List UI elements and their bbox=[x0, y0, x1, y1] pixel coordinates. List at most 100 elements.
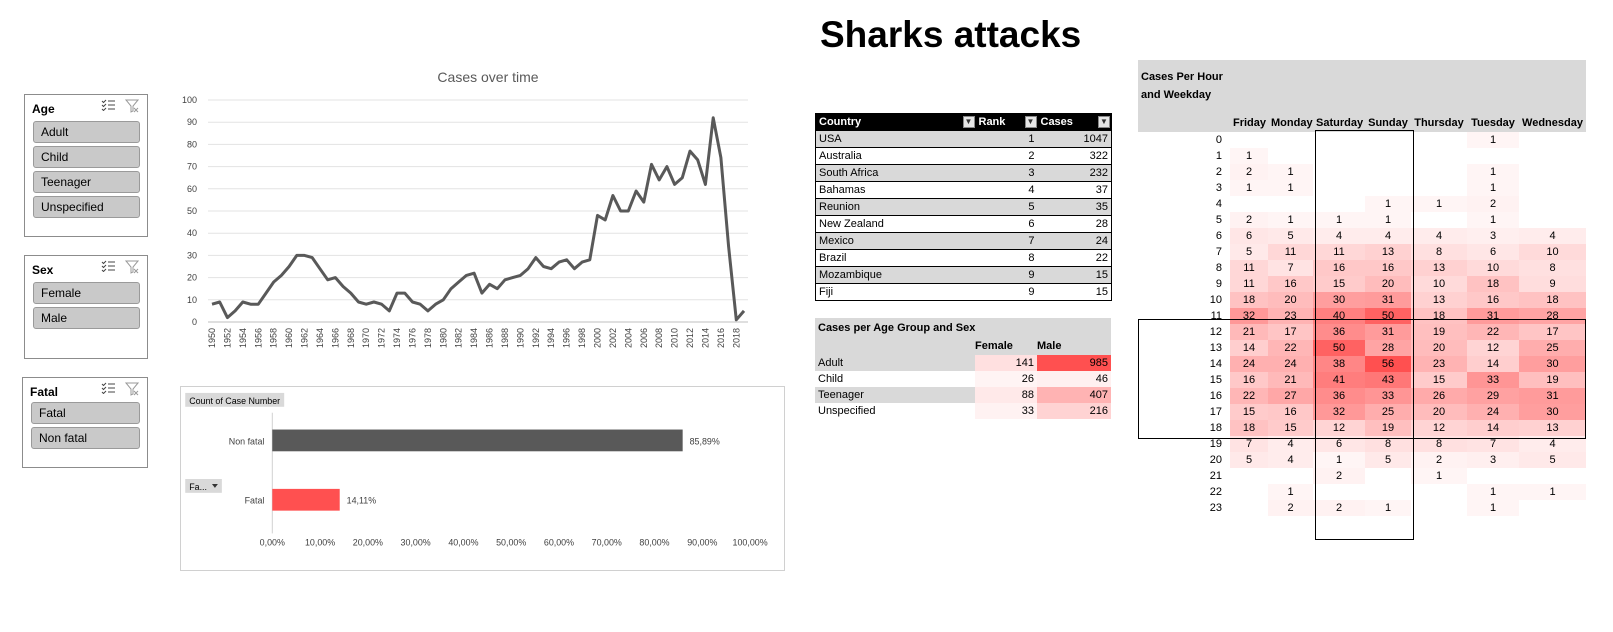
data-point[interactable] bbox=[719, 156, 722, 159]
cases-line-series[interactable] bbox=[211, 116, 746, 322]
data-point[interactable] bbox=[519, 274, 522, 277]
filter-dropdown-icon[interactable]: ▼ bbox=[962, 116, 975, 128]
data-point[interactable] bbox=[226, 316, 229, 319]
data-point[interactable] bbox=[388, 309, 391, 312]
data-point[interactable] bbox=[211, 303, 214, 306]
data-point[interactable] bbox=[357, 301, 360, 304]
data-point[interactable] bbox=[743, 309, 746, 312]
multi-select-icon[interactable] bbox=[101, 260, 115, 272]
data-point[interactable] bbox=[596, 214, 599, 217]
data-point[interactable] bbox=[234, 309, 237, 312]
clear-filter-icon[interactable] bbox=[125, 260, 139, 274]
data-point[interactable] bbox=[288, 265, 291, 268]
data-point[interactable] bbox=[434, 303, 437, 306]
header-country[interactable]: Country ▼ bbox=[815, 113, 976, 131]
data-point[interactable] bbox=[588, 258, 591, 261]
bar[interactable] bbox=[272, 429, 683, 452]
data-point[interactable] bbox=[689, 150, 692, 153]
data-point[interactable] bbox=[681, 176, 684, 179]
data-point[interactable] bbox=[318, 267, 321, 270]
data-point[interactable] bbox=[604, 218, 607, 221]
data-point[interactable] bbox=[542, 265, 545, 268]
data-point[interactable] bbox=[241, 301, 244, 304]
data-point[interactable] bbox=[511, 276, 514, 279]
slicer-item-unspecified[interactable]: Unspecified bbox=[33, 196, 140, 218]
data-point[interactable] bbox=[557, 261, 560, 264]
data-point[interactable] bbox=[264, 292, 267, 295]
field-button[interactable] bbox=[185, 392, 285, 407]
data-point[interactable] bbox=[665, 165, 668, 168]
slicer-item-male[interactable]: Male bbox=[33, 307, 140, 329]
data-point[interactable] bbox=[342, 285, 345, 288]
data-point[interactable] bbox=[696, 158, 699, 161]
data-point[interactable] bbox=[565, 258, 568, 261]
slicer-item-teenager[interactable]: Teenager bbox=[33, 171, 140, 193]
clear-filter-icon[interactable] bbox=[125, 99, 139, 113]
data-point[interactable] bbox=[473, 272, 476, 275]
filter-dropdown-icon[interactable]: ▼ bbox=[1098, 116, 1110, 128]
bar[interactable] bbox=[272, 488, 340, 511]
data-point[interactable] bbox=[727, 245, 730, 248]
filter-button[interactable] bbox=[185, 478, 222, 493]
data-point[interactable] bbox=[411, 301, 414, 304]
data-point[interactable] bbox=[311, 256, 314, 259]
data-point[interactable] bbox=[450, 287, 453, 290]
filter-button-label: Fa... bbox=[189, 482, 207, 492]
slicer-item-female[interactable]: Female bbox=[33, 282, 140, 304]
data-point[interactable] bbox=[704, 183, 707, 186]
data-point[interactable] bbox=[527, 267, 530, 270]
data-point[interactable] bbox=[419, 303, 422, 306]
data-point[interactable] bbox=[650, 163, 653, 166]
header-rank[interactable]: Rank ▼ bbox=[975, 113, 1038, 131]
data-point[interactable] bbox=[280, 274, 283, 277]
data-point[interactable] bbox=[365, 303, 368, 306]
data-point[interactable] bbox=[326, 278, 329, 281]
data-point[interactable] bbox=[635, 190, 638, 193]
data-point[interactable] bbox=[426, 309, 429, 312]
cases-over-time-chart[interactable]: Cases over time 0 10 20 30 40 50 60 70 80 90 100 195… bbox=[180, 60, 780, 370]
data-point[interactable] bbox=[534, 256, 537, 259]
data-point[interactable] bbox=[257, 303, 260, 306]
data-point[interactable] bbox=[573, 267, 576, 270]
data-point[interactable] bbox=[496, 287, 499, 290]
data-point[interactable] bbox=[642, 201, 645, 204]
multi-select-icon[interactable] bbox=[101, 382, 115, 394]
data-point[interactable] bbox=[627, 210, 630, 213]
data-point[interactable] bbox=[303, 254, 306, 257]
data-point[interactable] bbox=[503, 278, 506, 281]
data-point[interactable] bbox=[249, 303, 252, 306]
slicer-item-adult[interactable]: Adult bbox=[33, 121, 140, 143]
dropdown-arrow-icon[interactable] bbox=[211, 483, 218, 488]
data-point[interactable] bbox=[396, 292, 399, 295]
clear-filter-icon[interactable] bbox=[125, 382, 139, 396]
data-point[interactable] bbox=[380, 303, 383, 306]
data-point[interactable] bbox=[403, 292, 406, 295]
data-point[interactable] bbox=[218, 301, 221, 304]
slicer-item-non-fatal[interactable]: Non fatal bbox=[31, 427, 140, 449]
slicer-item-child[interactable]: Child bbox=[33, 146, 140, 168]
data-point[interactable] bbox=[442, 298, 445, 301]
data-point[interactable] bbox=[488, 283, 491, 286]
data-point[interactable] bbox=[550, 267, 553, 270]
heatmap-cell: 1 bbox=[1313, 452, 1365, 468]
data-point[interactable] bbox=[480, 292, 483, 295]
data-point[interactable] bbox=[673, 183, 676, 186]
data-point[interactable] bbox=[581, 261, 584, 264]
data-point[interactable] bbox=[712, 116, 715, 119]
header-cases[interactable]: Cases ▼ bbox=[1037, 113, 1112, 131]
data-point[interactable] bbox=[457, 281, 460, 284]
data-point[interactable] bbox=[372, 301, 375, 304]
data-point[interactable] bbox=[658, 178, 661, 181]
fatality-bar-chart[interactable]: Count of Case Number Fa... Non fatal 85,89%… bbox=[180, 386, 785, 571]
data-point[interactable] bbox=[611, 194, 614, 197]
filter-dropdown-icon[interactable]: ▼ bbox=[1024, 116, 1037, 128]
data-point[interactable] bbox=[465, 274, 468, 277]
data-point[interactable] bbox=[295, 254, 298, 257]
data-point[interactable] bbox=[619, 210, 622, 213]
data-point[interactable] bbox=[349, 292, 352, 295]
data-point[interactable] bbox=[735, 318, 738, 321]
multi-select-icon[interactable] bbox=[101, 99, 115, 111]
slicer-item-fatal[interactable]: Fatal bbox=[31, 402, 140, 424]
data-point[interactable] bbox=[334, 276, 337, 279]
data-point[interactable] bbox=[272, 281, 275, 284]
